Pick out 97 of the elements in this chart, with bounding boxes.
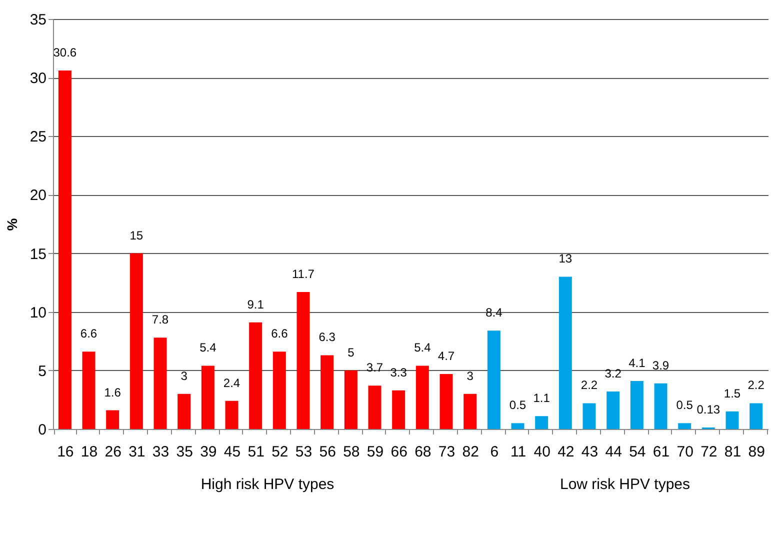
data-label: 2.4 — [223, 376, 240, 390]
bar — [320, 355, 334, 429]
y-tick-label: 35 — [30, 12, 46, 28]
y-tick-label: 30 — [30, 70, 46, 88]
bar — [416, 366, 429, 429]
x-tick-label: 82 — [462, 444, 479, 460]
x-tick-label: 40 — [534, 444, 550, 460]
bar — [487, 330, 500, 429]
data-label: 5.4 — [200, 340, 217, 355]
x-tick-label: 16 — [57, 444, 74, 460]
bar — [511, 423, 524, 429]
bar — [606, 392, 620, 429]
x-tick-label: 31 — [128, 444, 146, 460]
data-label: 1.6 — [104, 385, 122, 400]
x-tick-label: 58 — [343, 444, 360, 460]
bar — [630, 380, 644, 429]
y-axis-title: % — [4, 218, 20, 231]
data-label: 13 — [558, 252, 572, 266]
x-tick-label: 68 — [414, 444, 432, 460]
data-label: 0.5 — [676, 398, 694, 412]
y-tick-label: 20 — [30, 187, 46, 204]
bar — [225, 400, 238, 429]
data-label: 4.7 — [438, 348, 455, 363]
data-label: 3.9 — [652, 358, 670, 372]
bar — [344, 370, 358, 429]
x-tick-label: 33 — [152, 444, 170, 460]
data-label: 0.13 — [696, 402, 720, 416]
bar — [201, 366, 214, 429]
y-tick-label: 0 — [38, 422, 46, 438]
data-label: 3.2 — [604, 366, 622, 381]
x-tick-label: 66 — [390, 444, 408, 460]
bar — [272, 352, 286, 429]
x-tick-label: 51 — [248, 444, 264, 460]
data-label: 6.6 — [80, 326, 98, 341]
data-label: 6.6 — [271, 326, 288, 341]
data-label: 5.4 — [414, 340, 432, 355]
bar — [249, 322, 262, 429]
data-label: 1.5 — [724, 386, 741, 400]
bar — [678, 423, 692, 429]
bar — [726, 411, 739, 429]
bar — [368, 386, 382, 429]
data-label: 2.2 — [580, 378, 598, 392]
text: High risk HPV types — [200, 476, 334, 493]
x-tick-label: 11 — [510, 444, 526, 460]
data-label: 1.1 — [533, 391, 550, 406]
text: Low risk HPV types — [560, 476, 690, 493]
bar — [392, 390, 406, 429]
bar — [154, 338, 167, 429]
y-tick-label: 10 — [30, 304, 46, 322]
bar — [440, 374, 453, 429]
x-tick-label: 54 — [629, 444, 646, 460]
y-tick-label: 15 — [30, 246, 46, 263]
x-tick-label: 42 — [558, 444, 574, 460]
x-tick-label: 18 — [80, 444, 98, 460]
bar — [535, 416, 548, 429]
data-label: 7.8 — [152, 312, 169, 327]
x-tick-label: 39 — [200, 444, 217, 460]
x-tick-label: 72 — [700, 444, 718, 460]
bar — [296, 292, 310, 429]
data-label: 3 — [180, 368, 188, 383]
y-tick-label: 5 — [38, 362, 46, 380]
bar — [558, 276, 572, 429]
data-label: 30.6 — [53, 46, 77, 60]
bar — [464, 394, 477, 429]
data-label: 4.1 — [628, 356, 646, 370]
bar — [582, 403, 596, 429]
x-tick-label: 6 — [490, 444, 499, 460]
y-tick-label: 25 — [30, 128, 46, 146]
x-tick-label: 70 — [676, 444, 694, 460]
x-tick-label: 81 — [724, 444, 742, 460]
x-tick-label: 52 — [272, 444, 288, 460]
bar — [750, 403, 763, 429]
data-label: 11.7 — [292, 266, 315, 281]
x-tick-label: 44 — [605, 444, 622, 460]
data-label: 0.5 — [509, 398, 526, 412]
x-tick-label: 61 — [652, 444, 670, 460]
x-tick-label: 59 — [366, 444, 384, 460]
data-label: 9.1 — [247, 297, 264, 312]
x-tick-label: 26 — [104, 444, 122, 460]
bar — [58, 70, 72, 429]
data-label: 5 — [348, 345, 355, 360]
x-tick-label: 73 — [438, 444, 456, 460]
data-label: 15 — [130, 228, 144, 242]
x-tick-label: 89 — [748, 444, 765, 460]
data-label: 6.3 — [318, 330, 336, 344]
bar — [178, 394, 191, 429]
bar — [82, 352, 96, 429]
bar — [654, 383, 668, 429]
x-tick-label: 53 — [295, 444, 312, 460]
bar — [130, 253, 143, 429]
x-tick-label: 56 — [319, 444, 336, 460]
data-label: 2.2 — [748, 378, 765, 392]
bar — [106, 410, 120, 429]
x-tick-label: 45 — [224, 444, 241, 460]
data-label: 3 — [466, 368, 474, 383]
x-tick-label: 43 — [581, 444, 598, 460]
x-tick-label: 35 — [176, 444, 193, 460]
